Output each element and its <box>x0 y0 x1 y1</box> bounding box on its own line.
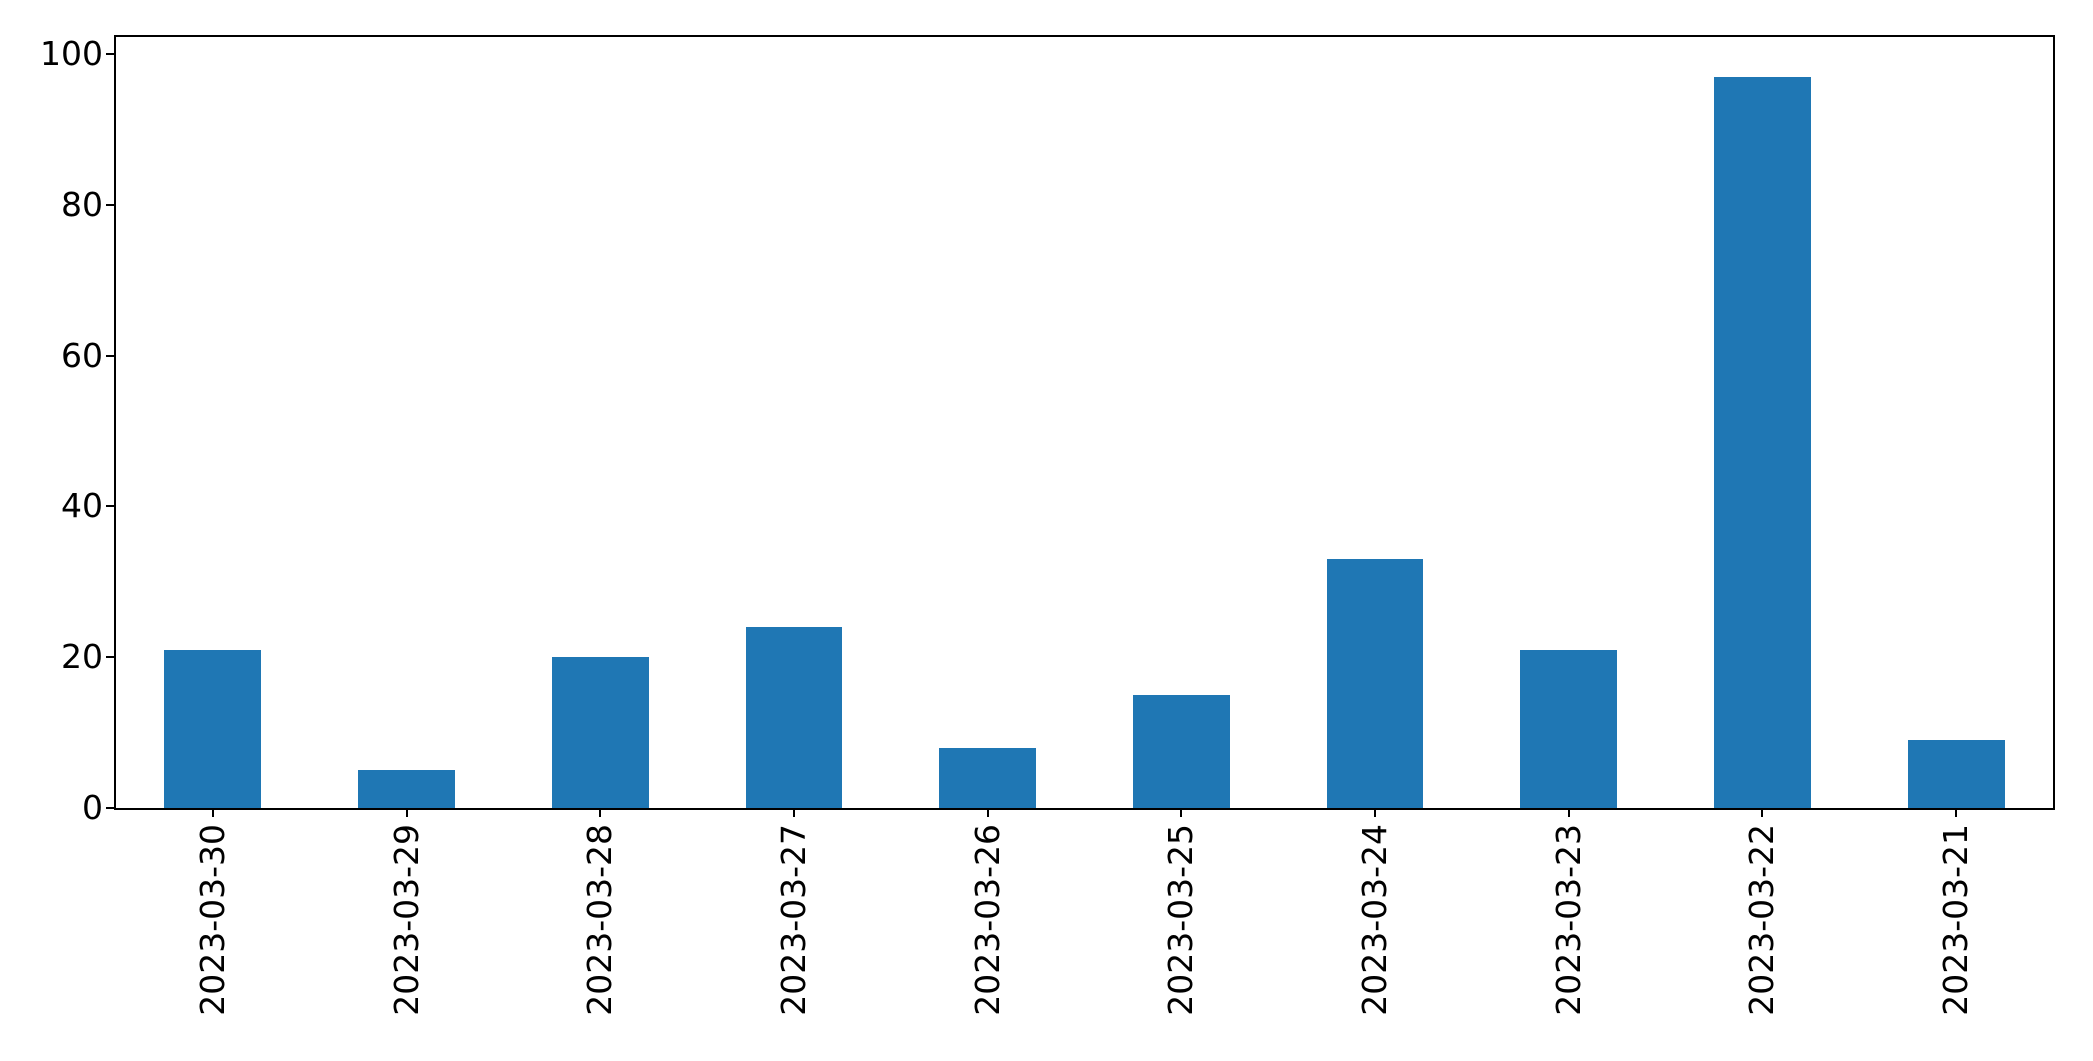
x-tick-label: 2023-03-29 <box>386 824 426 1016</box>
y-tick-mark <box>106 656 116 659</box>
x-tick-label: 2023-03-22 <box>1742 824 1782 1016</box>
x-tick-label: 2023-03-26 <box>967 824 1007 1016</box>
y-tick-label: 100 <box>40 33 103 73</box>
x-tick-label: 2023-03-25 <box>1161 824 1201 1016</box>
bar <box>1907 740 2005 808</box>
y-tick-label: 0 <box>82 788 103 827</box>
y-tick-mark <box>106 203 116 206</box>
bar <box>164 649 262 808</box>
x-tick-label: 2023-03-23 <box>1548 824 1588 1016</box>
bar <box>1714 76 1811 808</box>
x-tick-mark <box>599 808 602 817</box>
bar <box>1520 649 1618 808</box>
y-tick-mark <box>106 354 116 357</box>
x-tick-label: 2023-03-24 <box>1355 824 1395 1016</box>
bar <box>551 657 649 808</box>
y-tick-mark <box>106 505 116 508</box>
x-tick-label: 2023-03-21 <box>1936 824 1976 1016</box>
x-tick-mark <box>1761 808 1764 817</box>
x-tick-mark <box>986 808 989 817</box>
bar <box>745 627 843 808</box>
y-tick-mark <box>106 52 116 55</box>
y-tick-label: 80 <box>61 184 103 224</box>
x-tick-mark <box>211 808 214 817</box>
y-tick-label: 20 <box>61 637 103 677</box>
x-tick-mark <box>1374 808 1377 817</box>
bar <box>358 770 455 808</box>
bar <box>939 747 1037 808</box>
y-tick-mark <box>106 807 116 809</box>
x-tick-label: 2023-03-30 <box>192 824 232 1016</box>
bar <box>1132 694 1230 808</box>
x-tick-mark <box>1955 808 1958 817</box>
x-tick-mark <box>1567 808 1570 817</box>
y-tick-label: 60 <box>61 335 103 375</box>
y-tick-label: 40 <box>61 486 103 526</box>
x-tick-label: 2023-03-28 <box>580 824 620 1016</box>
bar <box>1326 559 1424 808</box>
x-tick-mark <box>1180 808 1183 817</box>
x-tick-mark <box>405 808 408 817</box>
x-tick-mark <box>792 808 795 817</box>
x-tick-label: 2023-03-27 <box>773 824 813 1016</box>
